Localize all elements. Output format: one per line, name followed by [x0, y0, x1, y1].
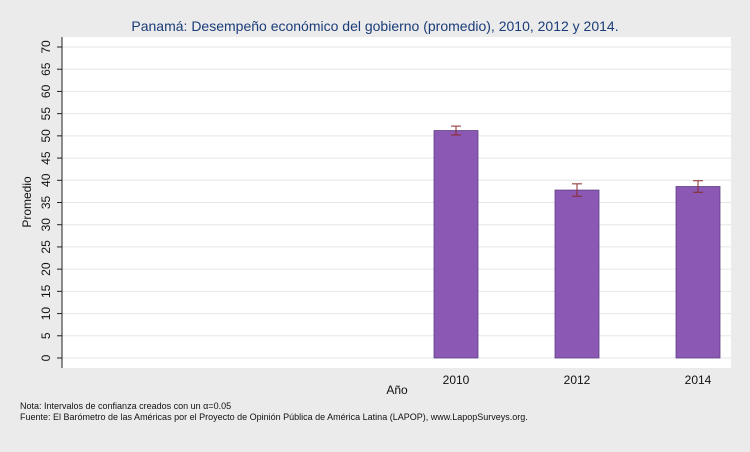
y-tick-label: 25 [39, 240, 53, 254]
x-tick-label-2010: 2010 [443, 373, 470, 387]
footnote-confidence: Nota: Intervalos de confianza creados co… [20, 401, 231, 411]
footnote-source: Fuente: El Barómetro de las Américas por… [20, 412, 528, 422]
y-tick-label: 35 [39, 196, 53, 210]
footnote-text: Nota: Intervalos de confianza creados co… [20, 401, 204, 411]
x-tick-label-2014: 2014 [685, 373, 712, 387]
y-tick-label: 20 [39, 262, 53, 276]
x-axis-title: Año [386, 383, 408, 397]
bar-2014 [675, 186, 721, 359]
bar-2010 [433, 130, 479, 359]
y-tick-label: 15 [39, 284, 53, 298]
x-axis-ticks: 2010 2012 2014 [443, 373, 712, 387]
y-tick-label: 30 [39, 218, 53, 232]
alpha-symbol: α [203, 401, 209, 411]
y-axis-title: Promedio [20, 176, 34, 228]
y-tick-label: 40 [39, 173, 53, 187]
y-tick-label: 60 [39, 84, 53, 98]
y-axis-ticks: 0 5 10 15 20 25 30 35 40 45 50 55 60 65 70 [39, 40, 62, 361]
error-bars [451, 125, 703, 197]
y-tick-label: 45 [39, 151, 53, 165]
chart-title: Panamá: Desempeño económico del gobierno… [131, 18, 618, 34]
y-tick-label: 10 [39, 307, 53, 321]
x-tick-label-2012: 2012 [564, 373, 591, 387]
y-tick-label: 70 [39, 40, 53, 54]
bar-2012 [554, 189, 600, 359]
y-tick-label: 55 [39, 107, 53, 121]
y-tick-label: 0 [39, 354, 53, 361]
y-tick-label: 5 [39, 332, 53, 339]
grid-lines [62, 46, 731, 359]
y-tick-label: 65 [39, 62, 53, 76]
y-tick-label: 50 [39, 129, 53, 143]
footnote-alpha-value: =0.05 [208, 401, 232, 411]
